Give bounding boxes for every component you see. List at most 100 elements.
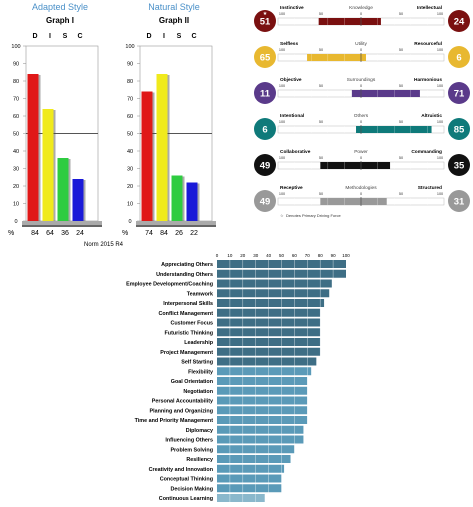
graph2-chart: D I S C 0 10 20 30 40 50 60 70 80 90 100 % 74 84 26 22 [122,33,216,237]
value-label: 22 [190,230,198,237]
base-shadow [22,225,102,227]
value-label: 26 [175,230,183,237]
y-tick-label: 100 [125,44,134,50]
competency-bar [217,416,308,424]
scale-tick: 100 [279,192,285,196]
y-tick-label: 50 [13,132,19,138]
competency-bar [217,435,304,444]
left-label: Instinctive [280,5,304,11]
competency-label: Appreciating Others [161,262,213,268]
x-tick-label: 30 [253,253,259,258]
y-tick-label: 10 [127,202,133,208]
left-score-circle [254,46,276,68]
competency-label: Negotiation [183,389,213,395]
right-score: 35 [454,161,465,172]
bar-I [156,74,168,221]
competency-bar [217,455,291,463]
competency-label: Planning and Organizing [150,408,214,414]
right-score-circle [448,154,470,176]
x-tick-label: 80 [318,253,324,258]
competency-bar [217,406,308,415]
scale-tick: 50 [319,84,323,88]
graph1-style-title: Adapted Style [31,2,89,12]
right-score-circle [448,118,470,140]
y-tick-label: 50 [127,132,133,138]
value-label: 84 [160,230,168,237]
bar-shadow-C [83,180,86,221]
left-bar [356,126,361,133]
competency-bar [217,396,308,405]
scale-tick: 100 [437,48,443,52]
scale-tick: 0 [360,156,362,160]
left-score: 49 [260,161,271,172]
left-score-circle [254,118,276,140]
competency-bar [217,386,308,395]
bar-D [27,74,39,221]
value-label: 24 [76,230,84,237]
scale-tick: 50 [399,84,403,88]
disc-letter-I: I [163,33,165,40]
scale-tick: 0 [360,84,362,88]
scale-tick: 50 [399,192,403,196]
right-label: Resourceful [414,41,442,47]
scale-tick: 100 [279,84,285,88]
competency-label: Self Starting [181,360,213,366]
bar-shadow-I [53,110,56,221]
disc-letter-C: C [77,33,82,40]
percent-label: % [122,230,128,237]
x-tick-label: 60 [292,253,298,258]
competency-bar [217,299,325,307]
legend-star-icon: ☆ [280,213,284,218]
competency-label: Decision Making [170,486,213,492]
right-score: 6 [456,53,461,64]
bar-shadow-S [68,159,71,221]
base-plate [22,221,102,225]
disc-letter-S: S [177,33,182,40]
percent-label: % [8,230,14,237]
competency-label: Creativity and Innovation [149,467,213,473]
right-label: Intellectual [417,5,442,11]
y-tick-label: 90 [127,62,133,68]
center-label: Utility [355,41,367,47]
competency-label: Interpersonal Skills [163,301,213,307]
y-tick-label: 80 [13,79,19,85]
competency-bar [217,474,282,483]
y-tick-label: 60 [13,114,19,120]
left-score-circle [254,82,276,104]
right-label: Altruistic [421,113,442,119]
competency-label: Time and Priority Management [135,418,214,424]
left-score: 11 [260,89,271,100]
scale-tick: 100 [437,84,443,88]
base-plate [136,221,216,225]
disc-letter-D: D [32,33,37,40]
center-label: Methodologies [345,185,377,191]
x-tick-label: 100 [342,253,350,258]
graph1-title: Graph I [45,16,74,25]
y-tick-label: 70 [127,97,133,103]
competencies-chart: 0 10 20 30 40 50 60 70 80 90 100 Appreciating Othe… [126,253,350,504]
right-score-circle [448,10,470,32]
competency-label: Continuous Learning [159,496,213,502]
scale-tick: 100 [279,12,285,16]
bar-I [42,109,54,221]
y-tick-label: 30 [13,167,19,173]
disc-letter-D: D [146,33,151,40]
bar-shadow-C [197,183,200,221]
bar-C [186,182,198,221]
graph2-style-title: Natural Style [148,2,200,12]
competency-label: Leadership [184,340,213,346]
value-label: 74 [145,230,153,237]
scale-tick: 50 [319,192,323,196]
value-label: 64 [46,230,54,237]
bar-S [57,158,69,221]
left-label: Collaborative [280,149,311,155]
right-label: Commanding [411,149,442,155]
x-tick-label: 0 [216,253,219,258]
y-tick-label: 20 [127,184,133,190]
competency-bar [217,279,332,288]
